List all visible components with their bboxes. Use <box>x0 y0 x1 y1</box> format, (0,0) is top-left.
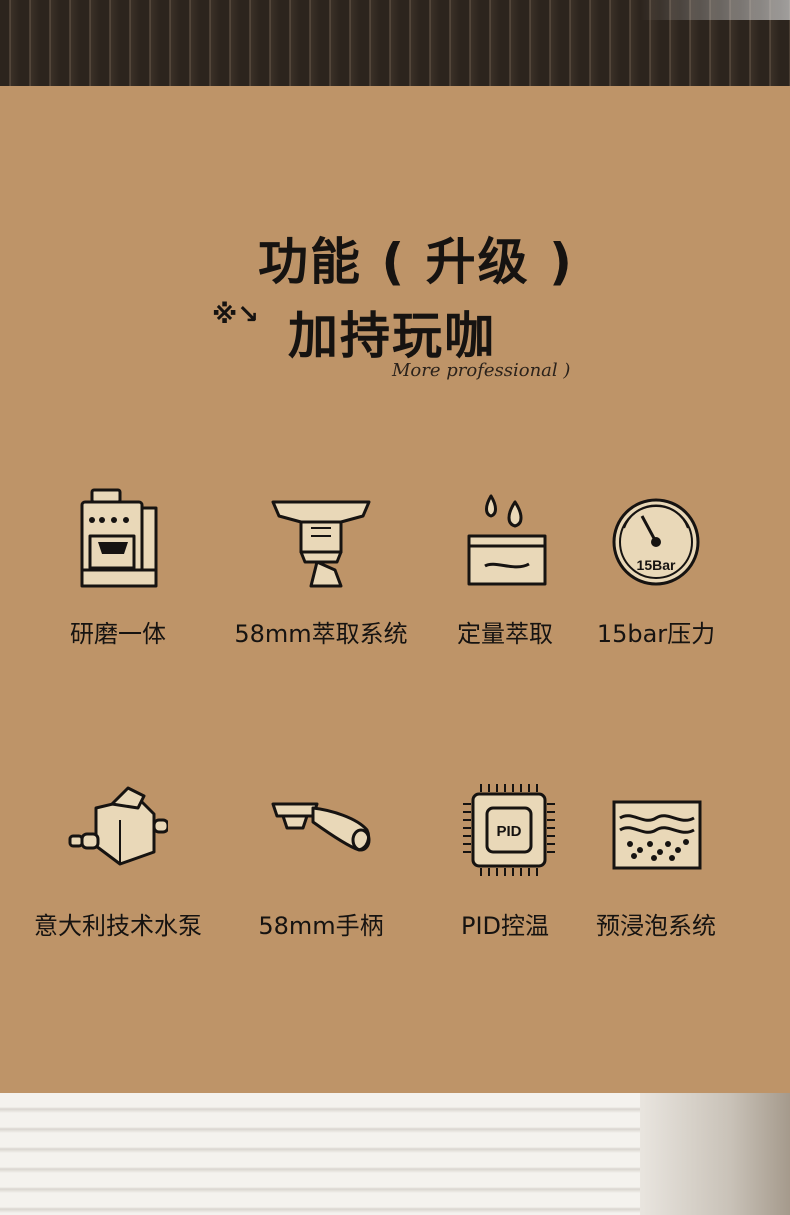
feature-label: 意大利技术水泵 <box>34 912 202 940</box>
pid-chip-icon: PID <box>455 780 555 880</box>
espresso-machine-icon <box>68 488 168 588</box>
feature-label: PID控温 <box>460 912 550 940</box>
main-panel <box>0 86 790 1093</box>
feature-label: 58mm手柄 <box>258 912 384 940</box>
pre-infusion-tank-icon <box>606 780 706 880</box>
feature-grinder: 研磨一体 <box>28 488 208 678</box>
feature-quantitative: 定量萃取 <box>415 488 595 678</box>
feature-pid: PID PID控温 <box>415 780 595 970</box>
portafilter-handle-icon <box>271 780 371 880</box>
feature-label: 研磨一体 <box>70 620 166 648</box>
pressure-gauge-icon: 15Bar <box>606 488 706 588</box>
water-drops-container-icon <box>455 488 555 588</box>
feature-water-pump: 意大利技术水泵 <box>28 780 208 970</box>
svg-text:PID: PID <box>496 823 521 840</box>
feature-brew-system: 58mm萃取系统 <box>231 488 411 678</box>
svg-text:15Bar: 15Bar <box>637 557 676 573</box>
title-line2: 加持玩咖 <box>288 307 496 365</box>
water-pump-icon <box>68 780 170 880</box>
feature-label: 15bar压力 <box>596 620 716 648</box>
feature-preinfusion: 预浸泡系统 <box>566 780 746 970</box>
feature-label: 58mm萃取系统 <box>234 620 408 648</box>
title-line1: 功能 ( 升级 ) <box>258 233 574 291</box>
feature-label: 定量萃取 <box>457 620 553 648</box>
bottom-decor-strip <box>0 1093 790 1215</box>
top-decor-strip <box>0 0 790 86</box>
feature-portafilter: 58mm手柄 <box>231 780 411 970</box>
brew-group-icon <box>271 488 371 588</box>
title-symbols: ※↘ <box>212 300 260 330</box>
feature-label: 预浸泡系统 <box>596 912 716 940</box>
subtitle: More professional ) <box>392 360 571 381</box>
feature-pressure: 15Bar 15bar压力 <box>566 488 746 678</box>
